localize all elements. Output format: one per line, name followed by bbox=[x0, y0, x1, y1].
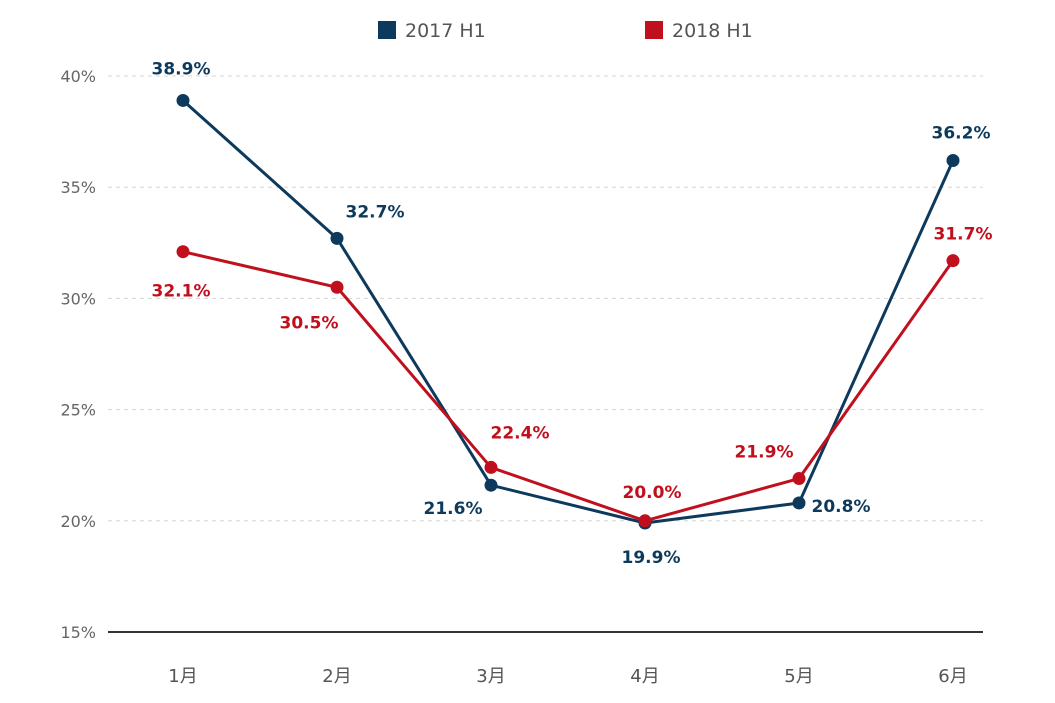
y-tick-label: 40% bbox=[60, 67, 96, 86]
legend-label: 2018 H1 bbox=[672, 20, 753, 42]
legend-label: 2017 H1 bbox=[405, 20, 486, 42]
grid-lines bbox=[108, 75, 983, 522]
series-layer bbox=[176, 93, 960, 530]
y-tick-label: 25% bbox=[60, 401, 96, 420]
data-labels: 38.9% 32.7% 21.6% 19.9% 20.8% 36.2% 32.1% 30.5%… bbox=[152, 59, 993, 568]
data-point bbox=[946, 154, 960, 168]
series-line bbox=[181, 99, 955, 525]
x-axis: 1月 2月 3月 4月 5月 6月 bbox=[108, 631, 983, 687]
data-label: 22.4% bbox=[491, 423, 550, 443]
data-point bbox=[638, 514, 652, 528]
data-label: 38.9% bbox=[152, 59, 211, 79]
y-tick-label: 15% bbox=[60, 623, 96, 642]
data-point bbox=[946, 254, 960, 268]
data-label: 32.7% bbox=[346, 202, 405, 222]
data-point bbox=[330, 280, 344, 294]
data-label: 32.1% bbox=[152, 282, 211, 302]
data-label: 36.2% bbox=[932, 124, 991, 144]
data-point bbox=[792, 472, 806, 486]
x-tick-label: 5月 bbox=[784, 666, 813, 687]
legend-swatch bbox=[645, 21, 663, 39]
legend: 2017 H1 2018 H1 bbox=[378, 20, 753, 42]
data-label: 19.9% bbox=[622, 548, 681, 568]
data-point bbox=[176, 245, 190, 259]
x-tick-label: 6月 bbox=[938, 666, 967, 687]
data-point bbox=[792, 496, 806, 510]
data-label: 21.6% bbox=[424, 499, 483, 519]
data-label: 21.9% bbox=[735, 443, 794, 463]
data-point bbox=[484, 460, 498, 474]
data-point bbox=[330, 231, 344, 245]
x-tick-label: 1月 bbox=[168, 666, 197, 687]
y-tick-label: 30% bbox=[60, 289, 96, 308]
data-label: 31.7% bbox=[934, 225, 993, 245]
x-tick-label: 3月 bbox=[476, 666, 505, 687]
x-tick-label: 2月 bbox=[322, 666, 351, 687]
data-point bbox=[176, 93, 190, 107]
series-line bbox=[182, 250, 955, 523]
legend-swatch bbox=[378, 21, 396, 39]
data-point bbox=[484, 478, 498, 492]
y-tick-label: 20% bbox=[60, 512, 96, 531]
x-tick-label: 4月 bbox=[630, 666, 659, 687]
data-label: 20.0% bbox=[623, 483, 682, 503]
y-tick-label: 35% bbox=[60, 178, 96, 197]
y-axis: 40% 35% 30% 25% 20% 15% bbox=[60, 67, 96, 642]
data-label: 20.8% bbox=[812, 497, 871, 517]
data-label: 30.5% bbox=[280, 313, 339, 333]
